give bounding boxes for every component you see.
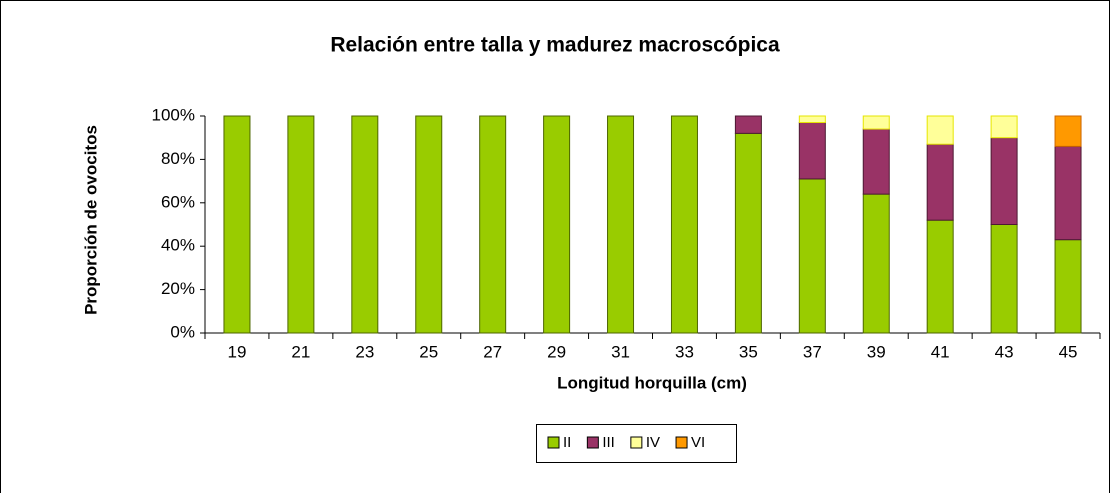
bar-segment bbox=[670, 115, 698, 334]
legend-label: VI bbox=[691, 434, 705, 451]
bar-segment bbox=[351, 115, 379, 334]
bar-segment bbox=[862, 115, 890, 130]
bar-segment bbox=[862, 128, 890, 195]
legend-label: II bbox=[563, 434, 571, 451]
bar-segment bbox=[990, 115, 1018, 139]
x-tick-label: 23 bbox=[355, 342, 374, 361]
bar-segment bbox=[734, 115, 762, 134]
bar-segment bbox=[926, 143, 954, 221]
legend-swatch bbox=[547, 436, 560, 449]
bar-segment bbox=[734, 132, 762, 334]
x-tick-label: 35 bbox=[739, 342, 758, 361]
bar-segment bbox=[1054, 145, 1082, 241]
y-tick-label: 60% bbox=[161, 192, 195, 211]
bar-segment bbox=[479, 115, 507, 334]
bar-segment bbox=[287, 115, 315, 334]
bar-segment bbox=[990, 137, 1018, 225]
legend-swatch bbox=[675, 436, 688, 449]
y-tick-label: 80% bbox=[161, 149, 195, 168]
x-tick-label: 19 bbox=[228, 342, 247, 361]
y-tick-label: 40% bbox=[161, 236, 195, 255]
bar-segment bbox=[798, 178, 826, 334]
bar-segment bbox=[607, 115, 635, 334]
y-axis-label: Proporción de ovocitos bbox=[81, 125, 100, 315]
bar-segment bbox=[1054, 115, 1082, 147]
bar-segment bbox=[543, 115, 571, 334]
bar-segment bbox=[1054, 239, 1082, 334]
legend-label: III bbox=[602, 434, 615, 451]
chart-title: Relación entre talla y madurez macroscóp… bbox=[330, 34, 780, 57]
bar-segment bbox=[862, 193, 890, 334]
legend-swatch bbox=[630, 436, 643, 449]
y-tick-label: 0% bbox=[170, 322, 195, 341]
x-tick-label: 41 bbox=[931, 342, 950, 361]
legend-label: IV bbox=[646, 434, 660, 451]
legend-swatch bbox=[586, 436, 599, 449]
bar-segment bbox=[990, 224, 1018, 334]
x-tick-label: 33 bbox=[675, 342, 694, 361]
x-tick-label: 43 bbox=[995, 342, 1014, 361]
bar-segment bbox=[926, 219, 954, 334]
x-tick-label: 29 bbox=[547, 342, 566, 361]
bar-segment bbox=[223, 115, 251, 334]
x-tick-label: 45 bbox=[1059, 342, 1078, 361]
x-tick-label: 31 bbox=[611, 342, 630, 361]
x-tick-label: 39 bbox=[867, 342, 886, 361]
x-axis-label: Longitud horquilla (cm) bbox=[557, 373, 747, 392]
bar-segment bbox=[415, 115, 443, 334]
y-tick-label: 100% bbox=[152, 105, 195, 124]
bar-segment bbox=[798, 122, 826, 180]
x-tick-label: 37 bbox=[803, 342, 822, 361]
y-tick-label: 20% bbox=[161, 279, 195, 298]
x-tick-label: 21 bbox=[291, 342, 310, 361]
x-tick-label: 25 bbox=[419, 342, 438, 361]
x-tick-label: 27 bbox=[483, 342, 502, 361]
bar-segment bbox=[926, 115, 954, 145]
bar-segment bbox=[798, 115, 826, 124]
